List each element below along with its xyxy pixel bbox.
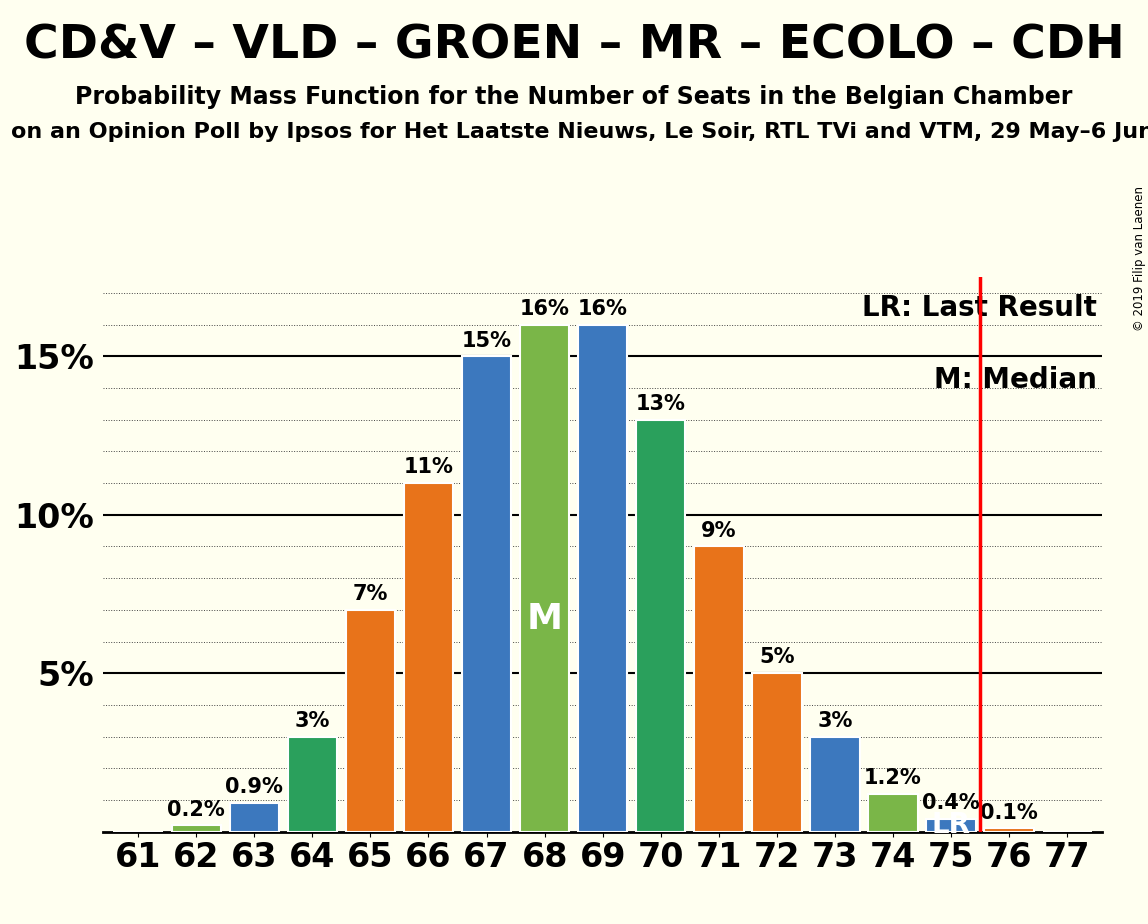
Text: Probability Mass Function for the Number of Seats in the Belgian Chamber: Probability Mass Function for the Number… [76,85,1072,109]
Text: 1.2%: 1.2% [864,768,922,788]
Text: 3%: 3% [817,711,853,731]
Text: 7%: 7% [352,584,388,604]
Text: © 2019 Filip van Laenen: © 2019 Filip van Laenen [1133,187,1147,331]
Text: 0.9%: 0.9% [225,777,284,797]
Text: 0.2%: 0.2% [168,799,225,820]
Text: 9%: 9% [701,521,737,541]
Text: 5%: 5% [759,648,794,667]
Bar [810,736,860,832]
Text: M: Median: M: Median [934,366,1097,394]
Bar [579,324,627,832]
Bar [288,736,338,832]
Text: 11%: 11% [404,457,453,478]
Bar [171,825,220,832]
Bar [752,674,801,832]
Bar [520,324,569,832]
Text: 16%: 16% [520,299,569,319]
Text: CD&V – VLD – GROEN – MR – ECOLO – CDH: CD&V – VLD – GROEN – MR – ECOLO – CDH [24,23,1124,68]
Text: 16%: 16% [577,299,628,319]
Bar [985,829,1034,832]
Bar [461,357,511,832]
Bar [868,794,917,832]
Bar [404,483,453,832]
Text: 0.4%: 0.4% [922,793,980,813]
Bar [346,610,395,832]
Bar [695,546,744,832]
Text: 13%: 13% [636,394,685,414]
Text: on an Opinion Poll by Ipsos for Het Laatste Nieuws, Le Soir, RTL TVi and VTM, 29: on an Opinion Poll by Ipsos for Het Laat… [11,122,1148,142]
Text: 15%: 15% [461,331,512,351]
Text: 3%: 3% [295,711,331,731]
Bar [230,803,279,832]
Text: LR: Last Result: LR: Last Result [862,294,1097,322]
Text: LR: LR [932,810,970,839]
Text: 0.1%: 0.1% [980,803,1038,822]
Text: M: M [527,602,563,636]
Bar [926,819,976,832]
Bar [636,419,685,832]
